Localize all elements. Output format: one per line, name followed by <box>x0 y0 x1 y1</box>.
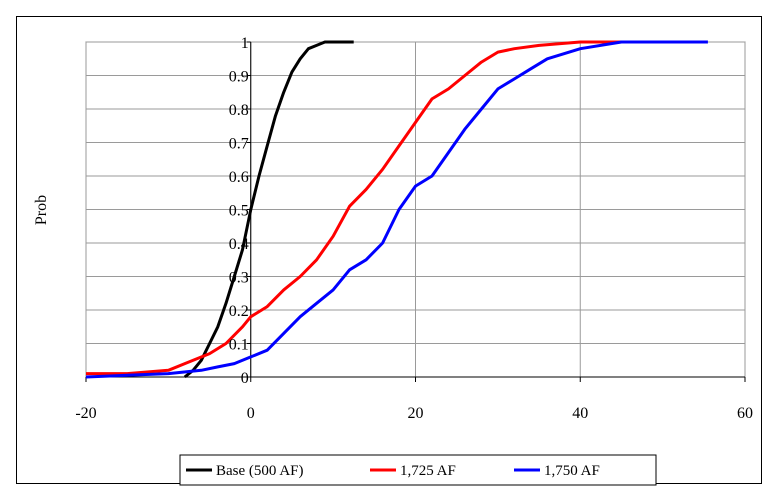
series-line-2 <box>86 40 638 376</box>
y-tick-label: 0.7 <box>229 136 249 153</box>
tick-labels: 0 0.1 0.2 0.3 0.4 0.5 0.6 0.7 0.8 0.9 1 -20 0 20 40 60 <box>75 35 753 422</box>
legend-label-3: 1,750 AF <box>544 463 600 479</box>
legend-label-2: 1,725 AF <box>400 463 456 479</box>
x-tick-label: 60 <box>737 405 753 422</box>
x-tick-label: 0 <box>247 405 255 422</box>
y-tick-label: 0.1 <box>229 337 249 354</box>
series-line-1 <box>183 40 354 379</box>
y-tick-label: 1 <box>241 35 249 52</box>
y-tick-label: 0.9 <box>229 69 249 86</box>
y-tick-label: 0.3 <box>229 270 249 287</box>
y-tick-label: 0.2 <box>229 303 249 320</box>
legend: Base (500 AF) 1,725 AF 1,750 AF <box>179 454 657 486</box>
legend-box <box>179 454 657 486</box>
x-tick-label: -20 <box>75 405 96 422</box>
y-tick-label: 0.8 <box>229 102 249 119</box>
y-tick-label: 0.6 <box>229 169 249 186</box>
series-line-3 <box>85 40 708 379</box>
y-tick-label: 0.4 <box>229 236 249 253</box>
series-lines <box>85 40 708 379</box>
y-tick-label: 0 <box>241 370 249 387</box>
y-axis-title: Prob <box>33 195 50 225</box>
legend-label-1: Base (500 AF) <box>216 463 304 479</box>
x-tick-label: 20 <box>408 405 424 422</box>
x-tick-label: 40 <box>572 405 588 422</box>
y-tick-label: 0.5 <box>229 203 249 220</box>
